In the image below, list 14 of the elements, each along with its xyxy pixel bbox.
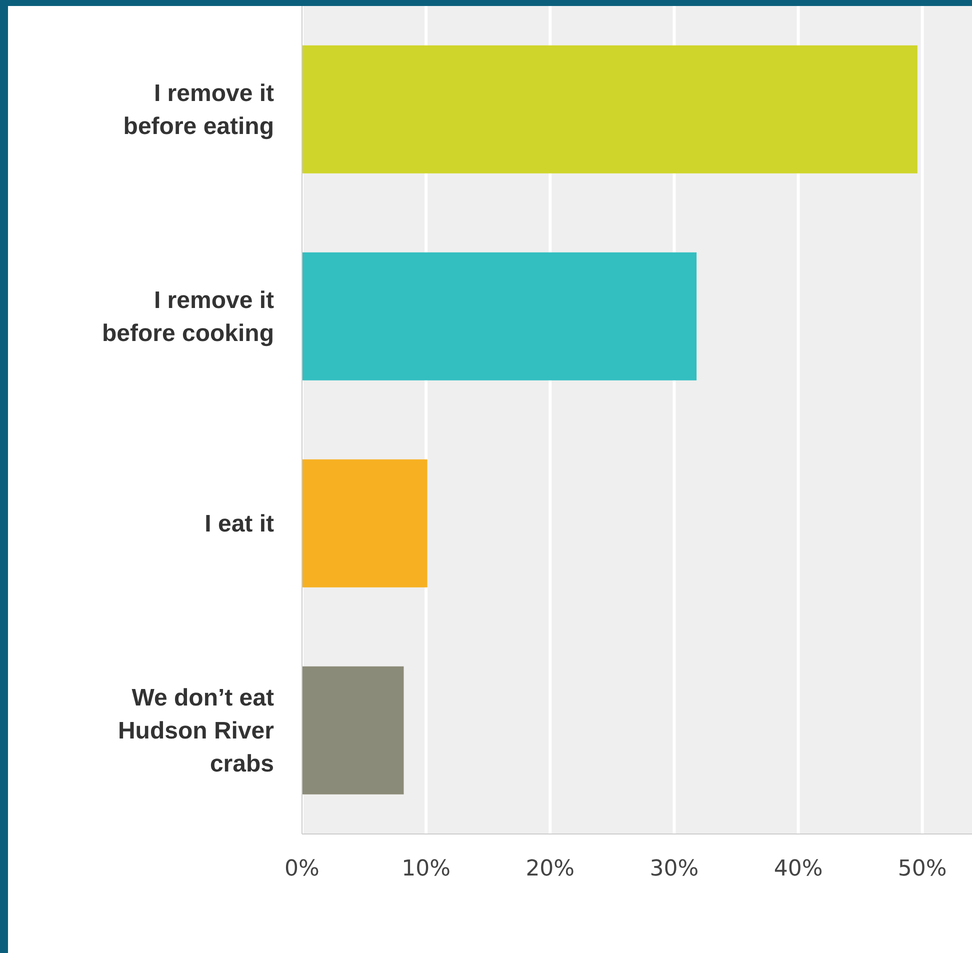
x-tick-label: 30% xyxy=(650,856,699,882)
x-tick-label: 0% xyxy=(284,856,320,882)
y-tick-label: We don’t eat Hudson River crabs xyxy=(118,684,274,777)
y-tick-label: I eat it xyxy=(204,510,274,537)
bar xyxy=(302,459,428,588)
bar xyxy=(302,45,918,174)
x-tick-label: 20% xyxy=(526,856,575,882)
bar xyxy=(302,252,697,380)
x-tick-label: 50% xyxy=(898,856,947,882)
x-tick-label: 10% xyxy=(402,856,451,882)
y-tick-label: I remove it before cooking xyxy=(102,286,274,346)
y-tick-label: I remove it before eating xyxy=(123,80,274,140)
x-tick-label: 40% xyxy=(774,856,823,882)
bar xyxy=(302,666,404,794)
